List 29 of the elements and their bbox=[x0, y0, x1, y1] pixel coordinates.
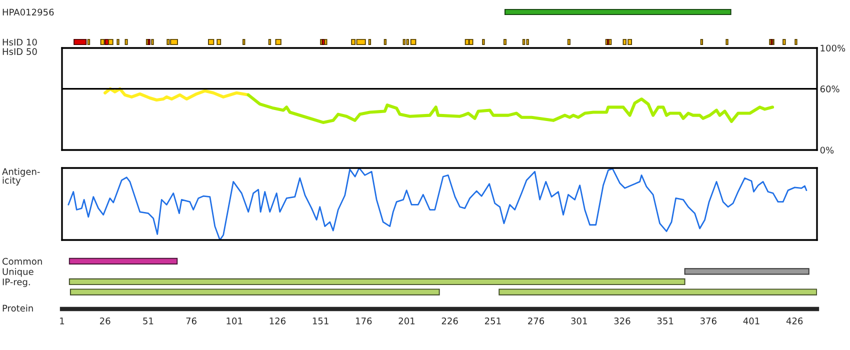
x-tick-label: 376 bbox=[700, 317, 716, 324]
x-tick-label: 426 bbox=[786, 317, 803, 324]
x-tick-label: 226 bbox=[442, 317, 458, 324]
x-axis-title: Protein bbox=[2, 304, 33, 312]
y-tick-label: 100% bbox=[820, 44, 846, 52]
y-axis-title: HsID 50 bbox=[2, 48, 37, 55]
y-axis-title: Antigen- icity bbox=[2, 168, 40, 186]
x-tick-label: 101 bbox=[226, 317, 242, 324]
x-tick-label: 76 bbox=[186, 317, 196, 324]
x-tick-label: 401 bbox=[743, 317, 760, 324]
y-tick-label: HPA012956 bbox=[2, 8, 54, 16]
x-tick-label: 201 bbox=[398, 317, 415, 324]
x-tick-label: 351 bbox=[657, 317, 674, 324]
x-tick-label: 276 bbox=[528, 317, 544, 324]
y-tick-label: 0% bbox=[820, 146, 834, 154]
x-tick-label: 26 bbox=[100, 317, 110, 324]
x-tick-label: 51 bbox=[143, 318, 154, 324]
y-tick-label: IP-reg. bbox=[2, 278, 30, 288]
x-tick-label: 151 bbox=[312, 318, 328, 324]
x-tick-label: 326 bbox=[614, 317, 630, 324]
y-tick-label: HsID 10 bbox=[2, 38, 37, 46]
y-tick-label: 60% bbox=[820, 86, 840, 92]
y-tick-label: Common bbox=[2, 258, 42, 265]
x-tick-label: 1 bbox=[60, 318, 64, 324]
x-tick-label: 251 bbox=[484, 317, 501, 324]
x-tick-label: 126 bbox=[270, 317, 286, 324]
x-tick-label: 176 bbox=[356, 317, 372, 324]
y-tick-label: Unique bbox=[2, 268, 34, 277]
x-tick-label: 301 bbox=[571, 317, 587, 324]
